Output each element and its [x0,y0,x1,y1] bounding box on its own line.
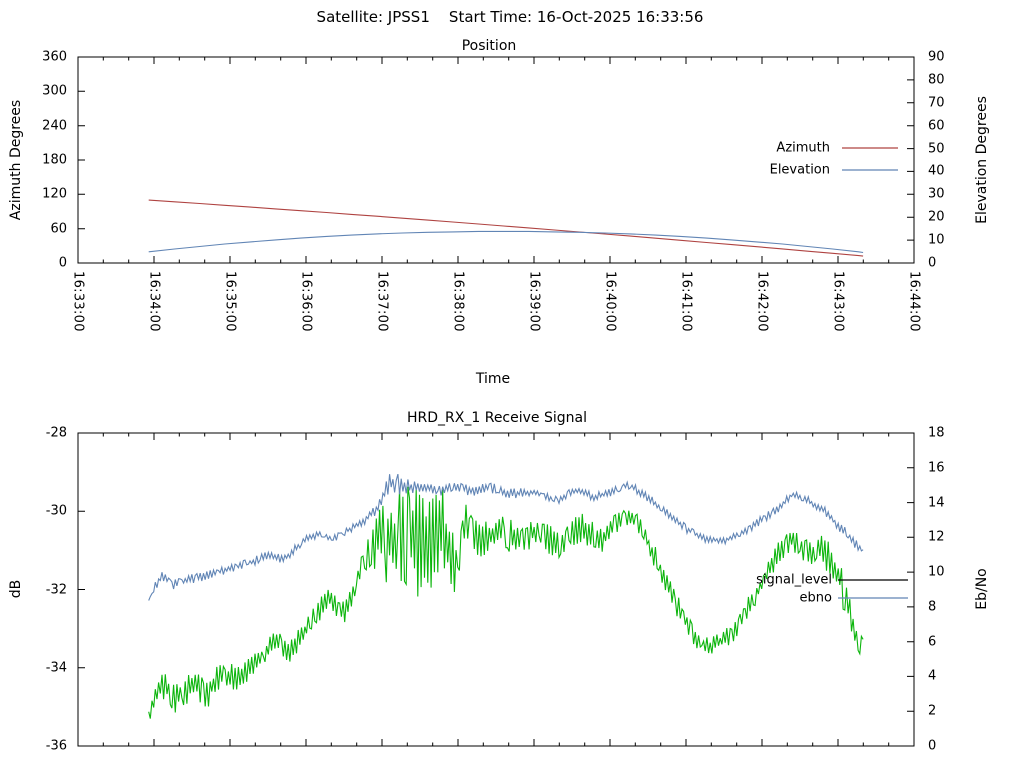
y-tick-label: 90 [928,49,945,65]
plot-frame-1 [77,432,915,747]
y-tick-label: -30 [45,503,67,519]
x-tick-label: 16:39:00 [526,271,542,332]
x-tick-label: 16:33:00 [70,271,86,332]
y-tick-label: 40 [928,163,945,179]
y-tick-label: 14 [928,495,945,511]
y-tick-label: 240 [42,118,67,134]
db-axis-label: dB [8,579,24,599]
y-tick-label: -36 [45,738,67,754]
x-tick-label: 16:40:00 [602,271,618,332]
y-tick-label: 16 [928,460,945,476]
y-tick-label: 60 [928,118,945,134]
y-tick-label: 20 [928,209,945,225]
legend-label-elevation: Elevation [769,162,830,178]
legend-label-signal-level: signal_level [756,572,832,588]
y-tick-label: 0 [928,255,937,271]
y-tick-label: 180 [42,152,67,168]
x-tick-label: 16:35:00 [222,271,238,332]
x-tick-label: 16:38:00 [450,271,466,332]
y-tick-label: 120 [42,186,67,202]
y-tick-label: 18 [928,425,945,441]
y-tick-label: -32 [45,582,67,597]
x-tick-label: 16:43:00 [830,271,846,332]
x-tick-label: 16:34:00 [146,271,162,332]
y-tick-label: 70 [928,95,945,111]
main-title: Satellite: JPSS1 Start Time: 16-Oct-2025… [316,8,704,26]
y-tick-label: 12 [928,529,945,545]
x-tick-label: 16:37:00 [374,271,390,332]
bottom-plot-title: HRD_RX_1 Receive Signal [407,410,587,426]
y-tick-label: 10 [928,564,945,580]
y-tick-label: 8 [928,599,937,615]
azimuth-line [148,199,864,257]
legend-label-ebno: ebno [799,590,832,606]
azimuth-axis-label: Azimuth Degrees [8,99,24,221]
y-tick-label: 6 [928,634,937,650]
x-tick-label: 16:42:00 [754,271,770,332]
y-tick-label: 2 [928,703,937,719]
time-axis-label: Time [475,371,511,387]
x-tick-label: 16:44:00 [906,271,922,332]
ebno-axis-label: Eb/No [974,568,990,610]
y-tick-label: 60 [50,221,67,237]
y-tick-label: 300 [42,83,67,99]
ebno-line [148,473,864,601]
y-tick-label: 80 [928,72,945,88]
y-tick-label: 4 [928,668,937,684]
y-tick-label: 360 [42,49,67,65]
legend-label-azimuth: Azimuth [776,140,830,156]
x-tick-label: 16:36:00 [298,271,314,332]
plot-frame-0 [77,56,915,264]
elevation-axis-label: Elevation Degrees [974,96,990,224]
x-tick-label: 16:41:00 [678,271,694,332]
top-plot-title: Position [461,38,517,54]
y-tick-label: -34 [45,660,67,676]
y-tick-label: 0 [58,255,67,271]
y-tick-label: -28 [45,425,67,441]
signal-level-line [148,486,864,719]
elevation-line [148,230,864,254]
y-tick-label: 0 [928,738,937,754]
y-tick-label: 50 [928,141,945,157]
y-tick-label: 10 [928,232,945,248]
y-tick-label: 30 [928,186,945,202]
